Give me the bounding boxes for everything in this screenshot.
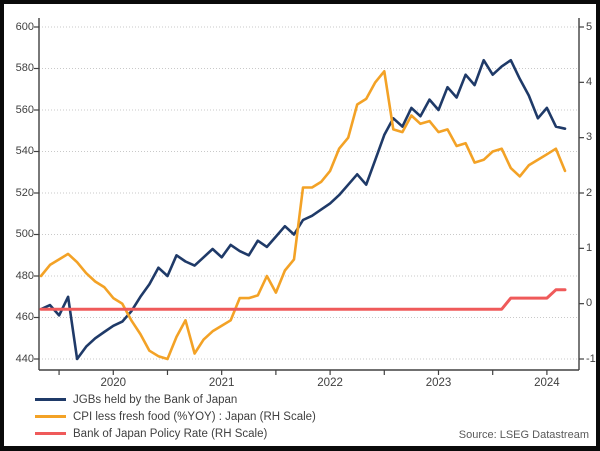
right-axis-tick-label: 3	[586, 131, 593, 144]
left-axis-tick-label: 520	[15, 186, 34, 199]
legend-item-cpi: CPI less fresh food (%YOY) : Japan (RH S…	[35, 408, 316, 425]
legend-label-jgb: JGBs held by the Bank of Japan	[73, 393, 238, 406]
legend-item-jgb: JGBs held by the Bank of Japan	[35, 391, 316, 408]
source-note: Source: LSEG Datastream	[458, 429, 589, 441]
legend-label-policy-rate: Bank of Japan Policy Rate (RH Scale)	[73, 427, 268, 440]
left-axis-tick-label: 540	[15, 145, 34, 157]
legend-swatch-policy-rate-line	[35, 431, 66, 436]
right-axis-tick-label: -1	[586, 352, 596, 365]
x-axis-year-label: 2020	[100, 377, 127, 389]
x-axis-year-label: 2022	[317, 377, 343, 389]
legend-item-policy-rate: Bank of Japan Policy Rate (RH Scale)	[35, 425, 316, 442]
legend-swatch-cpi-line	[35, 414, 66, 419]
series-line-2	[39, 288, 567, 311]
right-axis-tick-label: 5	[586, 20, 593, 33]
left-axis-tick-label: 480	[15, 269, 34, 282]
legend-swatch-jgb-line	[35, 397, 66, 402]
left-axis-tick-label: 500	[15, 228, 34, 240]
left-axis-tick-label: 440	[15, 352, 34, 365]
right-axis-tick-label: 4	[586, 75, 593, 88]
series-line-0	[39, 58, 567, 361]
x-axis-year-label: 2024	[534, 377, 560, 389]
left-axis-tick-label: 460	[15, 311, 34, 323]
series-line-1	[39, 70, 567, 361]
x-axis-year-label: 2021	[208, 377, 235, 389]
x-axis-year-label: 2023	[425, 377, 452, 389]
right-axis-tick-label: 0	[586, 297, 593, 310]
legend-label-cpi: CPI less fresh food (%YOY) : Japan (RH S…	[73, 410, 316, 423]
left-axis-tick-label: 600	[15, 20, 34, 33]
legend: JGBs held by the Bank of Japan CPI less …	[35, 391, 316, 442]
right-axis-tick-label: 1	[586, 241, 593, 254]
left-axis-tick-label: 560	[15, 103, 34, 116]
plot-area	[34, 18, 584, 375]
right-axis-tick-label: 2	[586, 186, 593, 199]
left-axis-tick-label: 580	[15, 62, 34, 74]
